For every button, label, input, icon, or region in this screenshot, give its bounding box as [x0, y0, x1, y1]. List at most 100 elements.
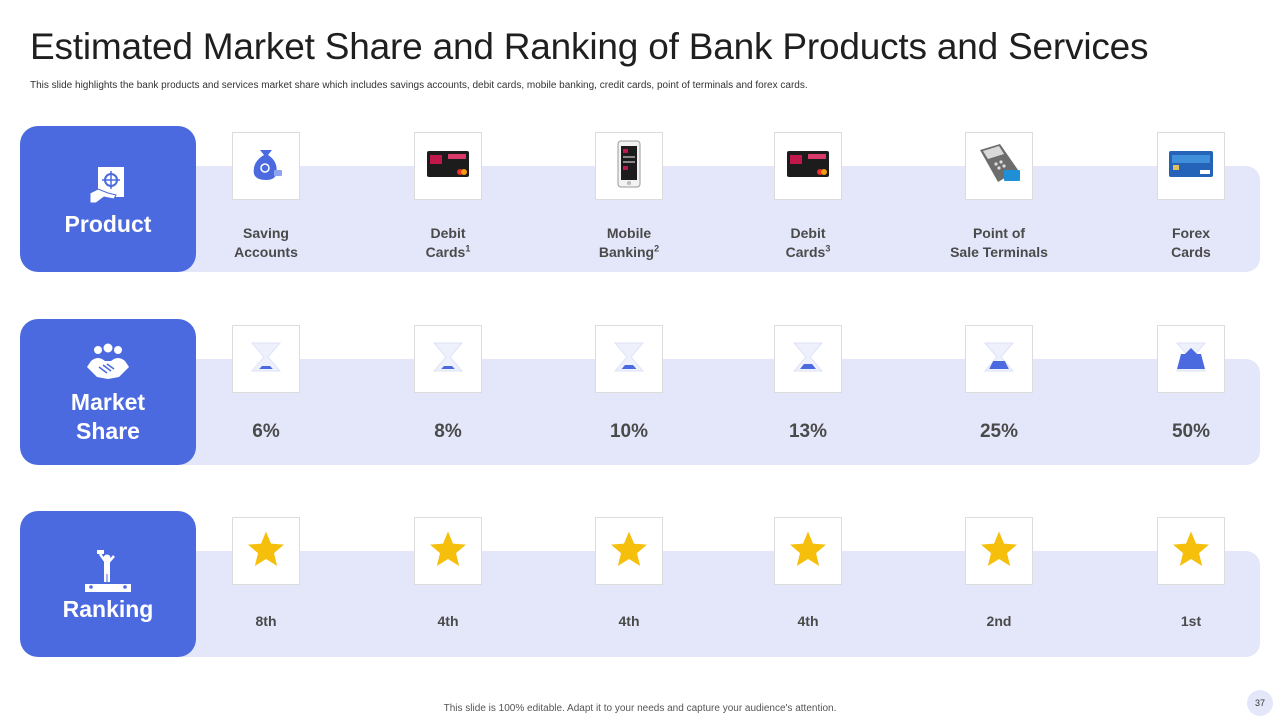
product-name-line2: Accounts [186, 243, 346, 262]
market-share-value: 6% [252, 421, 280, 442]
ranking-column: 2nd [965, 517, 1033, 629]
market-share-tile [232, 325, 300, 393]
market-share-label: Market Share [71, 388, 145, 446]
ranking-value: 8th [255, 613, 277, 629]
product-name-line2: Cards [1111, 243, 1271, 262]
product-caption: Point of Sale Terminals [919, 224, 1079, 262]
product-name-line2-text: Banking [598, 244, 655, 260]
market-share-value: 13% [788, 421, 828, 442]
product-tile [595, 132, 663, 200]
market-share-column: 8% [414, 325, 482, 442]
market-share-value: 25% [979, 421, 1019, 442]
product-name-line1: Saving [243, 225, 289, 241]
ranking-label: Ranking [62, 595, 154, 622]
hourglass-icon [430, 341, 466, 378]
debit-card-icon [786, 149, 830, 184]
footnote-marker: 1 [465, 243, 471, 254]
star-icon [788, 529, 828, 574]
product-tile [232, 132, 300, 200]
market-share-value: 10% [609, 421, 649, 442]
forex-card-icon [1168, 149, 1214, 184]
handshake-icon [83, 338, 133, 388]
ranking-value: 4th [437, 613, 459, 629]
ranking-tile [1157, 517, 1225, 585]
market-share-value: 50% [1171, 421, 1211, 442]
product-name-line1: Debit [790, 225, 826, 241]
ranking-value: 2nd [986, 613, 1012, 629]
product-label-box: Product [20, 126, 196, 272]
product-caption: Debit Cards3 [728, 224, 888, 262]
market-share-tile [595, 325, 663, 393]
product-column: Saving Accounts [232, 132, 300, 260]
footer-note: This slide is 100% editable. Adapt it to… [443, 703, 837, 714]
ranking-column: 4th [774, 517, 842, 629]
ranking-tile [414, 517, 482, 585]
product-name-line2: Cards3 [728, 243, 888, 262]
product-name-line2-text: Cards [1171, 244, 1211, 260]
ranking-column: 4th [414, 517, 482, 629]
product-name-line2-text: Cards [785, 244, 826, 260]
market-share-tile [414, 325, 482, 393]
footnote-marker: 2 [654, 243, 660, 254]
market-share-label-box: Market Share [20, 319, 196, 465]
market-share-column: 13% [774, 325, 842, 442]
product-caption: Debit Cards1 [368, 224, 528, 262]
product-column: Debit Cards1 [414, 132, 482, 260]
product-name-line1: Mobile [606, 225, 652, 241]
market-share-band [170, 359, 1260, 465]
market-share-tile [965, 325, 1033, 393]
star-icon [609, 529, 649, 574]
ranking-tile [965, 517, 1033, 585]
ranking-tile [774, 517, 842, 585]
pos-terminal-icon [974, 142, 1024, 191]
market-share-label-line2: Share [76, 418, 140, 444]
money-bag-icon [246, 144, 286, 189]
product-name-line2-text: Cards [425, 244, 466, 260]
mobile-phone-icon [616, 140, 642, 193]
product-label: Product [64, 210, 152, 237]
product-name-line2-text: Sale Terminals [950, 244, 1048, 260]
product-column: Debit Cards3 [774, 132, 842, 260]
product-name-line1: Forex [1171, 225, 1211, 241]
podium-winner-icon [83, 545, 133, 595]
product-name-line2: Banking2 [549, 243, 709, 262]
page-number: 37 [1247, 690, 1273, 716]
product-tile [965, 132, 1033, 200]
product-caption: Saving Accounts [186, 224, 346, 262]
ranking-row: Ranking 8th 4th 4th 4th 2nd 1st [20, 511, 1260, 657]
product-column: Mobile Banking2 [595, 132, 663, 260]
ranking-tile [595, 517, 663, 585]
product-tile [1157, 132, 1225, 200]
market-share-column: 50% [1157, 325, 1225, 442]
market-share-column: 25% [965, 325, 1033, 442]
hourglass-icon [611, 341, 647, 378]
footnote-marker: 3 [825, 243, 831, 254]
product-tile [414, 132, 482, 200]
hourglass-icon [981, 341, 1017, 378]
ranking-tile [232, 517, 300, 585]
ranking-column: 1st [1157, 517, 1225, 629]
ranking-column: 8th [232, 517, 300, 629]
star-icon [1171, 529, 1211, 574]
ranking-value: 4th [797, 613, 819, 629]
market-share-column: 6% [232, 325, 300, 442]
product-name-line2: Sale Terminals [919, 243, 1079, 262]
star-icon [979, 529, 1019, 574]
product-column: Point of Sale Terminals [950, 132, 1048, 260]
market-share-row: Market Share 6% 8% 10% 13% 25% 50% [20, 319, 1260, 465]
product-band [170, 166, 1260, 272]
hourglass-icon [1173, 341, 1209, 378]
page-subtitle: This slide highlights the bank products … [30, 80, 808, 91]
ranking-value: 1st [1180, 613, 1202, 629]
star-icon [428, 529, 468, 574]
hand-globe-icon [83, 160, 133, 210]
star-icon [246, 529, 286, 574]
product-row: Product Saving Accounts Debit Cards1 Mobile B… [20, 126, 1260, 272]
ranking-band [170, 551, 1260, 657]
ranking-value: 4th [618, 613, 640, 629]
market-share-label-line1: Market [70, 389, 146, 415]
market-share-column: 10% [595, 325, 663, 442]
debit-card-icon [426, 149, 470, 184]
product-name-line2-text: Accounts [234, 244, 298, 260]
product-name-line2: Cards1 [368, 243, 528, 262]
